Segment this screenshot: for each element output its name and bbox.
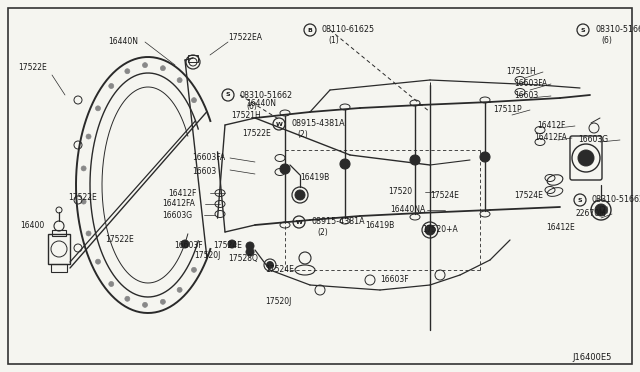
Text: 16440N: 16440N: [246, 99, 276, 108]
Text: 16603FA: 16603FA: [192, 154, 225, 163]
Circle shape: [410, 155, 420, 165]
Circle shape: [191, 267, 196, 272]
Circle shape: [295, 190, 305, 200]
Text: 16419B: 16419B: [300, 173, 329, 183]
Circle shape: [143, 62, 147, 68]
Text: 17524E: 17524E: [430, 192, 459, 201]
Text: 08310-51662: 08310-51662: [240, 90, 293, 99]
Circle shape: [109, 282, 114, 286]
Text: 16603: 16603: [514, 92, 538, 100]
Text: 17524E: 17524E: [514, 190, 543, 199]
Circle shape: [81, 166, 86, 171]
Text: 17520: 17520: [388, 187, 412, 196]
Text: 16440NA: 16440NA: [390, 205, 425, 215]
Text: 08915-4381A: 08915-4381A: [311, 218, 365, 227]
Text: B: B: [308, 28, 312, 32]
Circle shape: [246, 248, 254, 256]
Circle shape: [482, 154, 488, 160]
Text: 17522E: 17522E: [242, 128, 271, 138]
Text: 08915-4381A: 08915-4381A: [291, 119, 344, 128]
Text: 17524E: 17524E: [265, 266, 294, 275]
Text: 17524E: 17524E: [213, 241, 242, 250]
Text: 16412E: 16412E: [546, 224, 575, 232]
Bar: [52, 230, 66, 236]
Circle shape: [280, 164, 290, 174]
Text: W: W: [296, 219, 303, 224]
Circle shape: [177, 78, 182, 83]
Text: 17522E: 17522E: [105, 235, 134, 244]
Text: 16603F: 16603F: [380, 276, 408, 285]
Text: (2): (2): [598, 206, 609, 215]
Text: (2): (2): [317, 228, 328, 237]
Text: 08110-61625: 08110-61625: [322, 26, 375, 35]
Bar: [48, 234, 70, 264]
Text: 08310-51662: 08310-51662: [595, 26, 640, 35]
Text: 16412F: 16412F: [168, 189, 196, 198]
Text: 16400: 16400: [20, 221, 44, 230]
Text: J16400E5: J16400E5: [572, 353, 611, 362]
Circle shape: [228, 240, 236, 248]
Text: 17522EA: 17522EA: [228, 33, 262, 42]
Text: 17522E: 17522E: [68, 193, 97, 202]
Circle shape: [161, 299, 165, 304]
Text: S: S: [578, 198, 582, 202]
Circle shape: [246, 242, 254, 250]
Circle shape: [578, 150, 594, 166]
Circle shape: [340, 159, 350, 169]
Circle shape: [143, 302, 147, 307]
Text: (1): (1): [328, 36, 339, 45]
Text: 17520+A: 17520+A: [422, 225, 458, 234]
Text: (2): (2): [297, 131, 308, 140]
Circle shape: [191, 97, 196, 103]
Text: 16419B: 16419B: [365, 221, 394, 231]
Circle shape: [86, 231, 91, 236]
Text: 16603FA: 16603FA: [514, 80, 547, 89]
Text: 17528Q: 17528Q: [228, 253, 258, 263]
Circle shape: [425, 225, 435, 235]
Text: 16603F: 16603F: [174, 241, 203, 250]
Text: 17521H: 17521H: [231, 112, 260, 121]
Text: 22670M: 22670M: [575, 209, 605, 218]
Circle shape: [109, 83, 114, 89]
Text: S: S: [226, 93, 230, 97]
Text: 16603G: 16603G: [578, 135, 608, 144]
Text: (6): (6): [246, 102, 257, 110]
Circle shape: [181, 240, 189, 248]
Circle shape: [342, 161, 348, 167]
Circle shape: [161, 66, 165, 71]
Circle shape: [95, 106, 100, 111]
Circle shape: [125, 69, 130, 74]
Circle shape: [95, 259, 100, 264]
Text: 16412FA: 16412FA: [534, 134, 567, 142]
Text: 16440N: 16440N: [108, 38, 138, 46]
Circle shape: [480, 152, 490, 162]
Text: 16603G: 16603G: [162, 211, 192, 219]
Text: S: S: [580, 28, 586, 32]
Text: W: W: [276, 122, 282, 126]
Text: 17520J: 17520J: [194, 251, 220, 260]
Circle shape: [595, 204, 607, 216]
Circle shape: [412, 157, 418, 163]
Circle shape: [125, 296, 130, 301]
Circle shape: [266, 262, 273, 269]
Text: 16412F: 16412F: [537, 122, 565, 131]
Text: 17511P: 17511P: [493, 106, 522, 115]
Text: 08310-51662: 08310-51662: [592, 196, 640, 205]
Text: 16603: 16603: [192, 167, 216, 176]
Bar: [188, 55, 198, 62]
Bar: [51, 264, 67, 272]
Text: 17520J: 17520J: [265, 298, 291, 307]
Text: 17522E: 17522E: [18, 64, 47, 73]
Circle shape: [177, 287, 182, 292]
Circle shape: [81, 199, 86, 204]
Text: (6): (6): [601, 36, 612, 45]
Circle shape: [86, 134, 91, 139]
Text: 16412FA: 16412FA: [162, 199, 195, 208]
Text: 17521H: 17521H: [506, 67, 536, 77]
Circle shape: [282, 166, 288, 172]
